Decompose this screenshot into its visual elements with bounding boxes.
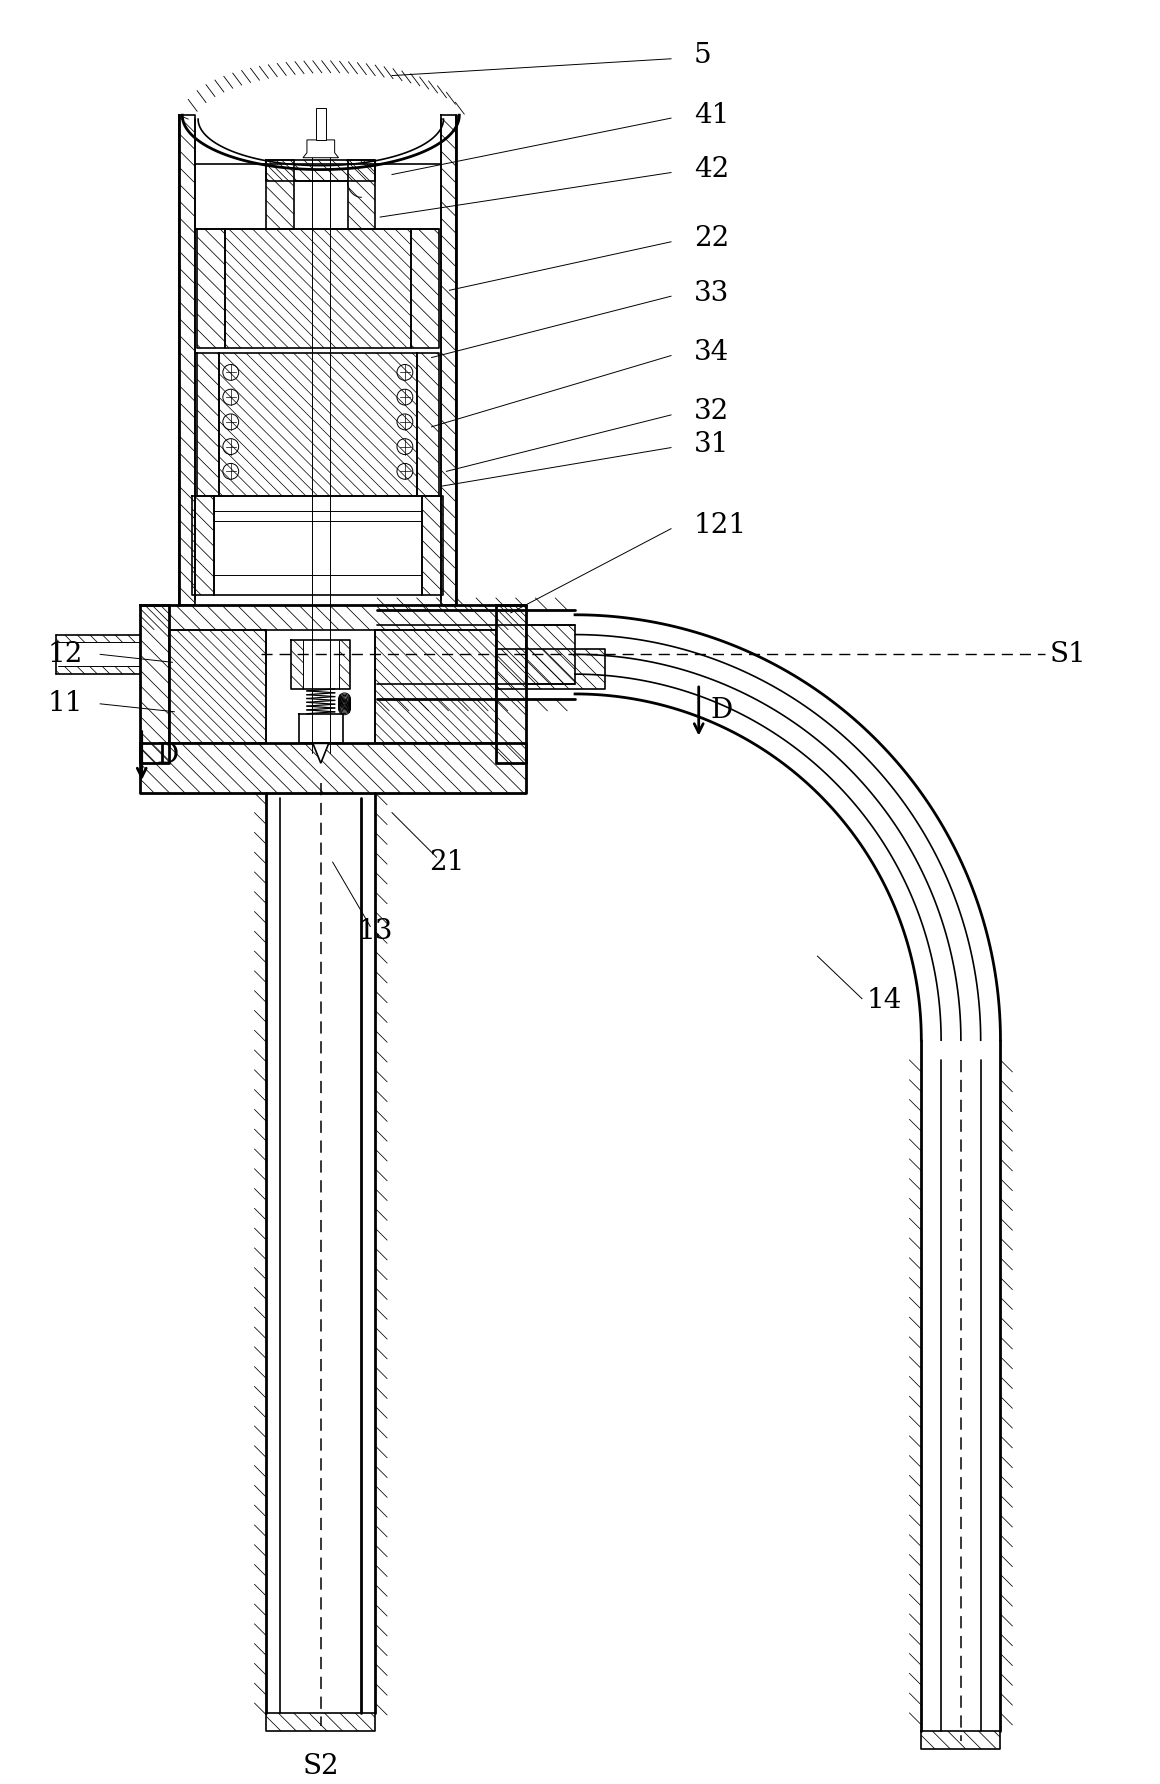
Text: 31: 31 — [694, 432, 730, 458]
Text: 32: 32 — [694, 398, 728, 425]
Text: S2: S2 — [303, 1752, 339, 1780]
Text: 22: 22 — [694, 225, 728, 252]
Text: 5: 5 — [694, 43, 711, 70]
Text: 41: 41 — [694, 102, 730, 128]
Polygon shape — [313, 744, 328, 764]
Text: 13: 13 — [357, 919, 393, 946]
Text: 12: 12 — [48, 640, 84, 667]
Text: 14: 14 — [867, 987, 902, 1013]
Polygon shape — [303, 139, 339, 157]
Text: D: D — [711, 698, 733, 724]
Text: S1: S1 — [1050, 640, 1087, 667]
Text: 42: 42 — [694, 155, 728, 184]
Text: 11: 11 — [48, 690, 84, 717]
Text: 33: 33 — [694, 280, 728, 307]
Text: 21: 21 — [429, 849, 465, 876]
Text: 34: 34 — [694, 339, 728, 366]
Text: D: D — [157, 742, 179, 769]
Text: 121: 121 — [694, 512, 747, 539]
Polygon shape — [316, 109, 326, 139]
